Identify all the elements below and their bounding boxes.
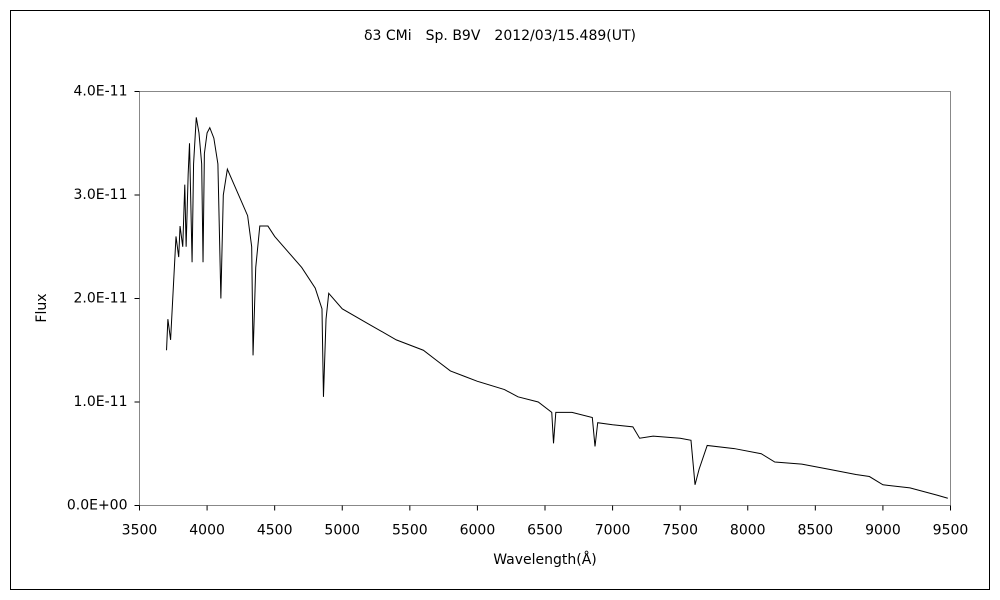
y-tick-label: 1.0E-11 <box>74 394 128 410</box>
x-tick-label: 3500 <box>122 523 158 539</box>
plot-area <box>139 91 951 506</box>
x-tick-label: 6500 <box>527 523 563 539</box>
x-tick-label: 8500 <box>798 523 834 539</box>
x-tick-label: 9000 <box>865 523 901 539</box>
x-tick-label: 5000 <box>324 523 360 539</box>
x-tick-label: 8000 <box>730 523 766 539</box>
y-tick-label: 4.0E-11 <box>74 84 128 100</box>
x-tick-label: 9500 <box>933 523 969 539</box>
x-tick-label: 4500 <box>257 523 293 539</box>
x-tick-label: 7500 <box>662 523 698 539</box>
y-tick-label: 2.0E-11 <box>74 291 128 307</box>
chart-title: δ3 CMi Sp. B9V 2012/03/15.489(UT) <box>364 28 636 44</box>
y-axis-label: Flux <box>34 293 50 322</box>
y-tick-label: 3.0E-11 <box>74 187 128 203</box>
x-tick-label: 5500 <box>392 523 428 539</box>
x-axis-label: Wavelength(Å) <box>493 551 597 568</box>
x-tick-label: 4000 <box>189 523 225 539</box>
y-tick-label: 0.0E+00 <box>67 498 128 514</box>
x-tick-label: 7000 <box>595 523 631 539</box>
x-tick-label: 6000 <box>460 523 496 539</box>
spectrum-line <box>166 117 948 499</box>
